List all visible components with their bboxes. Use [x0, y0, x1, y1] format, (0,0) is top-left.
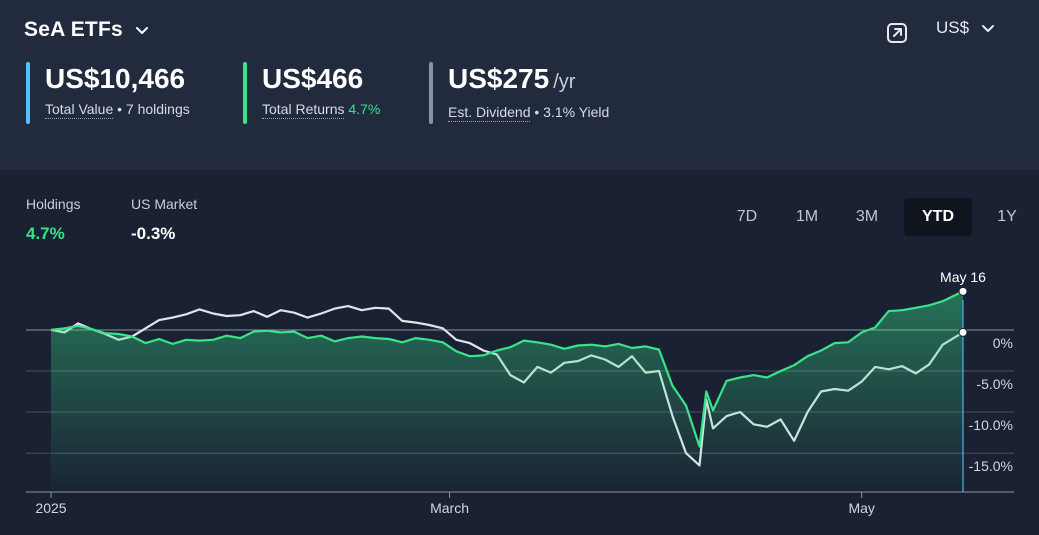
- total-value-amount: US$10,466: [45, 63, 186, 94]
- x-tick-label: 2025: [35, 500, 66, 516]
- total-returns-label[interactable]: Total Returns: [262, 101, 345, 119]
- axes: 0% -5.0% -10.0% -15.0% 2025 March May: [26, 335, 1014, 516]
- legend-holdings-value: 4.7%: [26, 224, 65, 243]
- total-value-subtitle: Total Value • 7 holdings: [45, 101, 190, 119]
- series-layer: [50, 290, 964, 490]
- y-tick-label: -10.0%: [969, 417, 1013, 433]
- x-tick-label: March: [430, 500, 469, 516]
- portfolio-selector[interactable]: SeA ETFs: [24, 18, 151, 42]
- total-returns-accent-bar: [243, 62, 247, 124]
- legend-holdings[interactable]: Holdings 4.7%: [26, 196, 80, 244]
- total-value-accent-bar: [26, 62, 30, 124]
- total-value-stat: US$10,466 Total Value • 7 holdings: [26, 62, 190, 124]
- currency-select[interactable]: US$: [936, 18, 997, 38]
- total-returns-percent: 4.7%: [348, 101, 381, 117]
- open-external-icon[interactable]: [884, 20, 910, 46]
- legend-market-value: -0.3%: [131, 224, 176, 243]
- dividend-accent-bar: [429, 62, 433, 124]
- dividend-yield: • 3.1% Yield: [534, 104, 610, 120]
- y-tick-label: -15.0%: [969, 458, 1013, 474]
- holdings-count: • 7 holdings: [117, 101, 190, 117]
- total-returns-subtitle: Total Returns 4.7%: [262, 101, 381, 119]
- y-tick-label: 0%: [993, 335, 1013, 351]
- hover-date-label: May 16: [940, 269, 986, 285]
- chevron-down-icon: [982, 25, 995, 32]
- y-tick-label: -5.0%: [976, 376, 1013, 392]
- tab-1y[interactable]: 1Y: [997, 208, 1017, 225]
- hover-layer: May 16: [940, 269, 986, 492]
- legend-market[interactable]: US Market -0.3%: [131, 196, 197, 244]
- dividend-amount: US$275/yr: [448, 62, 609, 99]
- summary-panel: [0, 0, 1039, 170]
- tab-7d[interactable]: 7D: [736, 208, 758, 225]
- hover-point: [958, 286, 968, 296]
- currency-label: US$: [936, 18, 970, 37]
- dividend-unit: /yr: [553, 71, 576, 93]
- dividend-subtitle: Est. Dividend • 3.1% Yield: [448, 104, 610, 122]
- holdings-line: [50, 290, 964, 448]
- holdings-area: [51, 291, 963, 490]
- hover-point: [958, 327, 968, 337]
- total-returns-stat: US$466 Total Returns 4.7%: [243, 62, 380, 124]
- dividend-stat: US$275/yr Est. Dividend • 3.1% Yield: [429, 62, 609, 124]
- tab-3m[interactable]: 3M: [855, 208, 879, 225]
- range-tabs: 7D 1M 3M YTD 1Y: [718, 198, 1038, 236]
- dividend-label[interactable]: Est. Dividend: [448, 104, 531, 122]
- total-value-label[interactable]: Total Value: [45, 101, 114, 119]
- x-tick-label: May: [848, 500, 874, 516]
- legend-holdings-label: Holdings: [26, 196, 81, 212]
- tab-1m[interactable]: 1M: [795, 208, 819, 225]
- portfolio-name: SeA ETFs: [24, 18, 123, 41]
- total-returns-amount: US$466: [262, 63, 364, 94]
- chevron-down-icon: [135, 27, 148, 34]
- tab-ytd[interactable]: YTD: [904, 198, 972, 236]
- dividend-value: US$275: [448, 63, 550, 94]
- legend-market-label: US Market: [131, 196, 198, 212]
